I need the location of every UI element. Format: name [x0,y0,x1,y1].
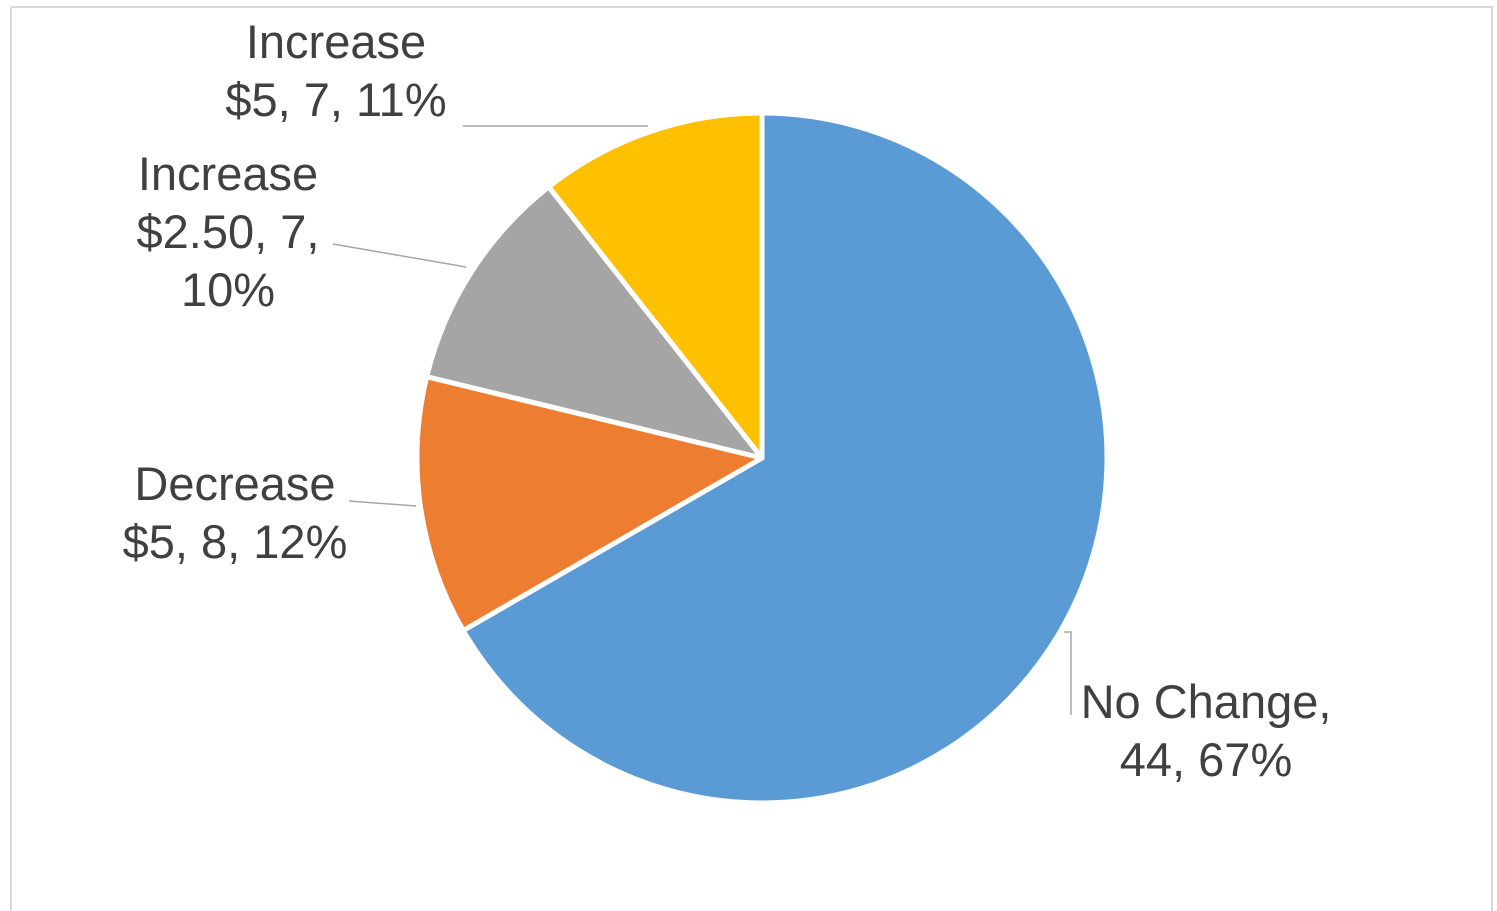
data-label-line: Increase [138,147,318,200]
leader-line [332,243,467,268]
data-labels: No Change, 44, 67% Decrease $5, 8, 12% Incre… [123,15,1332,786]
data-label-line: $5, 8, 12% [123,515,348,568]
pie-slice-no-change [460,110,1110,806]
data-label-line: No Change, [1081,675,1332,728]
data-label-0: No Change, 44, 67% [1081,675,1332,786]
pie-slices [414,110,1110,806]
leader-line [1064,631,1072,715]
data-label-1: Decrease $5, 8, 12% [123,457,348,568]
leader-line [348,500,417,507]
data-label-line: Decrease [134,457,335,510]
leader-lines [332,125,1072,715]
pie-slice-increase-5 [546,110,765,461]
data-label-line: Increase [246,15,426,68]
pie-slice-increase-2-50 [424,184,765,461]
pie-slice-decrease-5 [414,374,765,633]
data-label-3: Increase $5, 7, 11% [225,15,446,126]
data-label-line: $2.50, 7, [137,205,320,258]
data-label-line: 10% [181,263,275,316]
data-label-2: Increase $2.50, 7, 10% [137,147,320,316]
data-label-line: $5, 7, 11% [225,73,446,126]
data-label-line: 44, 67% [1120,733,1292,786]
